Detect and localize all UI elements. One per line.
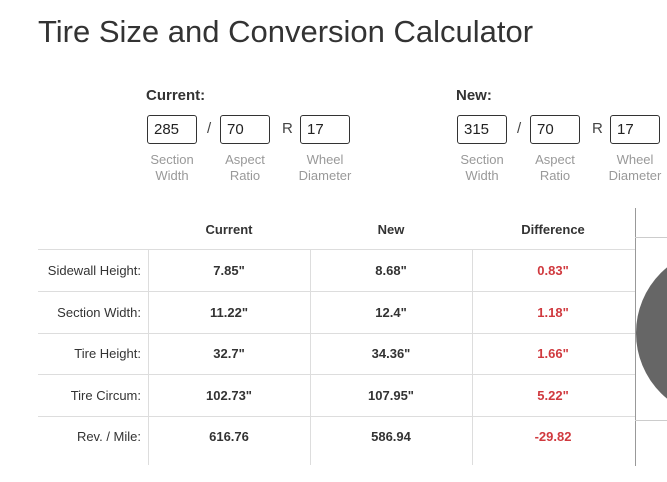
table-rule: [38, 249, 635, 250]
separator: R: [282, 120, 293, 137]
group-label: New:: [456, 87, 492, 104]
input-caption: Wheel Diameter: [608, 152, 662, 183]
row-rule: [38, 332, 635, 334]
table-cell: 102.73": [206, 387, 252, 403]
group-label: Current:: [146, 87, 206, 104]
separator: /: [517, 120, 522, 137]
row-label: Sidewall Height:: [47, 263, 141, 278]
table-cell: 12.4": [375, 304, 407, 320]
row-rule: [38, 415, 635, 417]
input-caption: Section Width: [460, 152, 504, 183]
table-cell: 616.76: [209, 429, 249, 444]
size-input[interactable]: 17: [300, 115, 350, 144]
table-cell: 107.95": [368, 387, 414, 403]
column-rule: [148, 250, 149, 465]
column-rule: [310, 250, 311, 465]
size-input[interactable]: 285: [147, 115, 197, 144]
column-header: Difference: [521, 222, 585, 237]
table-cell: 8.68": [375, 263, 407, 278]
input-caption: Wheel Diameter: [298, 152, 352, 183]
table-cell: 11.22": [210, 304, 248, 320]
row-label: Rev. / Mile:: [76, 429, 141, 444]
column-header: New: [377, 222, 405, 237]
input-caption: Section Width: [150, 152, 194, 183]
table-cell: 0.83": [537, 263, 569, 278]
size-input[interactable]: 70: [220, 115, 270, 144]
input-caption: Aspect Ratio: [225, 152, 265, 183]
row-label: Tire Circum:: [70, 387, 141, 403]
table-cell: 7.85": [213, 263, 245, 278]
size-input[interactable]: 315: [457, 115, 507, 144]
column-header: Current: [205, 222, 253, 237]
table-cell: 586.94: [371, 429, 411, 444]
table-cell: -29.82: [534, 429, 572, 444]
row-rule: [38, 291, 635, 292]
separator: /: [207, 120, 212, 137]
table-cell: 34.36": [371, 346, 411, 361]
separator: R: [592, 120, 603, 137]
table-cell: 1.18": [537, 304, 569, 320]
table-cell: 1.66": [537, 346, 569, 361]
column-rule: [472, 250, 473, 465]
size-input[interactable]: 17: [610, 115, 660, 144]
row-label: Section Width:: [57, 304, 141, 320]
row-label: Tire Height:: [74, 346, 141, 361]
diagram-panel: [635, 208, 667, 466]
size-input[interactable]: 70: [530, 115, 580, 144]
table-cell: 32.7": [213, 346, 245, 361]
row-rule: [38, 374, 635, 375]
table-cell: 5.22": [537, 387, 569, 403]
input-caption: Aspect Ratio: [535, 152, 575, 183]
page-title: Tire Size and Conversion Calculator: [38, 14, 534, 49]
